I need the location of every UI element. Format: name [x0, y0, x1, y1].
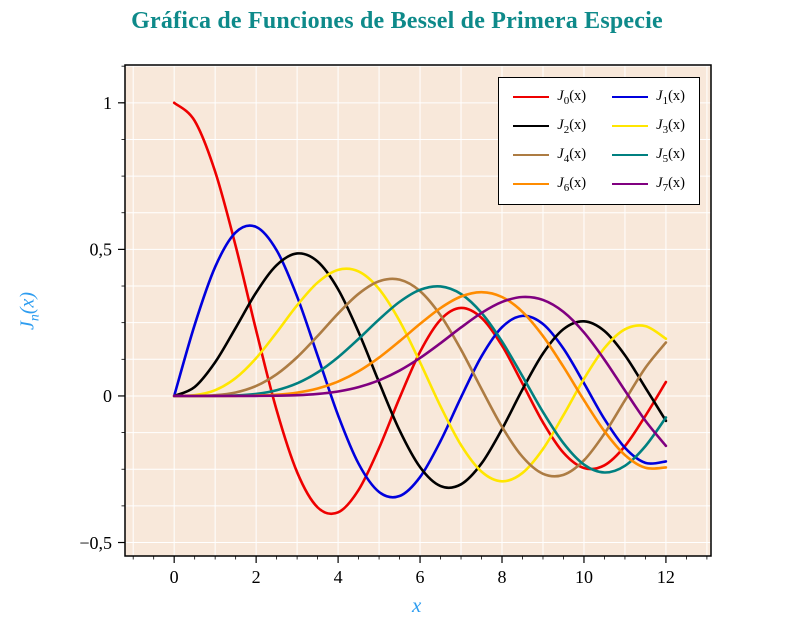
y-axis-label: Jn(x): [17, 291, 44, 329]
curve-J3: [172, 267, 668, 483]
legend-label-J4: J4(x): [557, 145, 587, 165]
legend-item-J0: J0(x): [513, 88, 586, 107]
y-label-base: J: [16, 320, 39, 330]
x-tick-label: 0: [170, 567, 179, 587]
curve-J1: [172, 224, 668, 499]
legend-item-J5: J5(x): [612, 146, 685, 165]
legend-swatch-J7: [612, 183, 649, 186]
legend-label-J2: J2(x): [557, 116, 587, 136]
curve-J2: [172, 252, 668, 490]
x-tick-label: 4: [334, 567, 343, 587]
y-tick-label: 0,5: [90, 240, 113, 260]
curve-J5: [172, 284, 668, 474]
x-tick-label: 8: [498, 567, 507, 587]
y-tick-label: −0,5: [79, 533, 112, 553]
legend-item-J7: J7(x): [612, 175, 685, 194]
chart-title: Gráfica de Funciones de Bessel de Primer…: [131, 8, 663, 34]
curve-J7: [172, 295, 668, 448]
legend-swatch-J3: [612, 125, 649, 128]
legend-swatch-J2: [513, 125, 550, 128]
x-tick-label: 12: [657, 567, 675, 587]
y-label-rest: (x): [16, 291, 39, 314]
legend-swatch-J6: [513, 183, 550, 186]
legend-item-J6: J6(x): [513, 175, 586, 194]
x-tick-label: 10: [575, 567, 593, 587]
y-label-sub: n: [27, 313, 43, 321]
curves-group: [172, 101, 668, 516]
y-tick-label: 0: [103, 386, 112, 406]
legend-label-J0: J0(x): [557, 88, 587, 107]
chart-legend: J0(x) J1(x) J2(x) J3(x) J4(x) J5(x) J6(x) J7(x): [498, 77, 700, 205]
legend-item-J3: J3(x): [612, 117, 685, 136]
legend-item-J4: J4(x): [513, 146, 586, 165]
legend-label-J6: J6(x): [557, 174, 587, 194]
legend-swatch-J4: [513, 154, 550, 157]
legend-label-J7: J7(x): [656, 174, 685, 194]
legend-swatch-J5: [612, 154, 649, 157]
x-axis-label: x: [412, 593, 422, 617]
legend-item-J1: J1(x): [612, 88, 685, 107]
legend-label-J1: J1(x): [656, 88, 685, 107]
legend-swatch-J1: [612, 96, 649, 99]
legend-swatch-J0: [513, 96, 550, 99]
legend-label-J5: J5(x): [656, 145, 685, 165]
plot-frame: [124, 64, 712, 557]
y-tick-label: 1: [103, 93, 112, 113]
legend-label-J3: J3(x): [656, 116, 685, 136]
x-tick-label: 6: [416, 567, 425, 587]
legend-item-J2: J2(x): [513, 117, 586, 136]
x-tick-label: 2: [252, 567, 261, 587]
